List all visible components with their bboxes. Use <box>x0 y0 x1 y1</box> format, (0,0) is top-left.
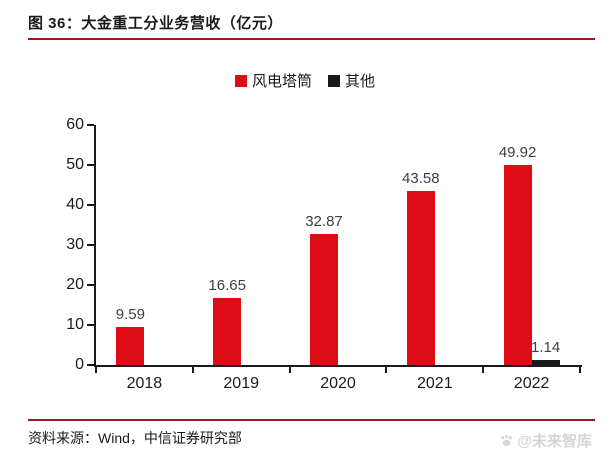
y-axis-tick-label: 20 <box>66 276 84 293</box>
x-axis-category-label: 2021 <box>417 375 453 392</box>
y-axis-tick-label: 60 <box>66 116 84 133</box>
footer-divider <box>28 419 595 421</box>
watermark-text: @未来智库 <box>517 433 592 450</box>
x-axis-tick <box>385 367 388 373</box>
bar-value-label: 1.14 <box>530 339 561 357</box>
paw-icon <box>501 434 513 447</box>
legend-item: 风电塔筒 <box>234 70 312 91</box>
y-axis-tick <box>87 124 94 126</box>
bar-风电塔筒-2021 <box>406 190 435 365</box>
bar-其他-2022 <box>531 360 560 365</box>
y-axis-tick <box>87 244 94 246</box>
y-axis-tick <box>87 364 94 366</box>
title-underline <box>28 38 595 40</box>
y-axis-line <box>94 125 96 367</box>
plot-area: 0 10 20 30 40 50 60 2018 9.59 2019 16.65 2020 32.87 2… <box>66 116 582 392</box>
y-axis-tick <box>87 324 94 326</box>
y-axis-tick-label: 0 <box>75 356 84 373</box>
y-axis-tick-label: 10 <box>66 316 84 333</box>
bar-风电塔筒-2022 <box>503 165 532 365</box>
y-axis-tick <box>87 284 94 286</box>
figure-title: 图 36：大金重工分业务营收（亿元） <box>28 15 283 32</box>
source-note: 资料来源：Wind，中信证券研究部 <box>28 430 242 446</box>
legend-item: 其他 <box>328 70 375 91</box>
y-axis-tick-label: 50 <box>66 156 84 173</box>
bar-风电塔筒-2018 <box>116 326 145 365</box>
x-axis-tick <box>288 367 291 373</box>
x-axis-category-label: 2020 <box>320 375 356 392</box>
y-axis-tick-label: 40 <box>66 196 84 213</box>
watermark: @未来智库 <box>499 430 592 451</box>
bar-value-label: 43.58 <box>402 169 440 187</box>
legend-swatch-icon <box>234 75 247 87</box>
x-axis-category-label: 2022 <box>513 375 550 392</box>
legend-label: 其他 <box>345 73 376 90</box>
x-axis-tick <box>191 367 194 373</box>
bar-value-label: 9.59 <box>115 305 145 323</box>
bar-value-label: 32.87 <box>305 212 343 230</box>
x-axis-tick <box>579 367 581 373</box>
x-axis-tick <box>482 367 485 373</box>
y-axis-tick-label: 30 <box>66 236 84 253</box>
bar-value-label: 49.92 <box>498 144 537 162</box>
bar-value-label: 16.65 <box>208 277 246 295</box>
legend-label: 风电塔筒 <box>251 73 312 90</box>
x-axis-line <box>94 365 582 367</box>
bar-风电塔筒-2019 <box>213 298 242 365</box>
x-axis-category-label: 2019 <box>223 375 259 392</box>
x-axis-category-label: 2018 <box>126 375 163 392</box>
y-axis-tick <box>87 204 94 206</box>
x-axis-tick <box>95 367 97 373</box>
y-axis-tick <box>87 164 94 166</box>
bar-风电塔筒-2020 <box>310 233 338 365</box>
legend-swatch-icon <box>328 75 340 87</box>
legend: 风电塔筒 其他 <box>0 70 610 91</box>
